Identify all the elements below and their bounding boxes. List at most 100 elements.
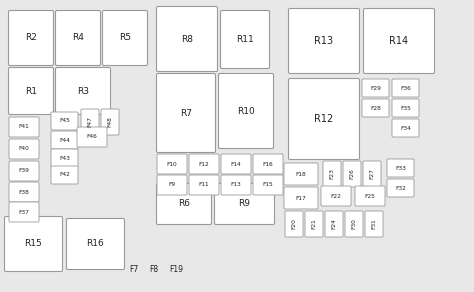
FancyBboxPatch shape <box>364 8 435 74</box>
FancyBboxPatch shape <box>4 216 63 272</box>
Text: R15: R15 <box>25 239 42 248</box>
FancyBboxPatch shape <box>392 79 419 97</box>
FancyBboxPatch shape <box>221 154 251 174</box>
FancyBboxPatch shape <box>284 187 318 209</box>
FancyBboxPatch shape <box>219 74 273 149</box>
Text: R11: R11 <box>236 35 254 44</box>
Text: F7: F7 <box>129 265 138 274</box>
Text: F31: F31 <box>372 219 376 230</box>
FancyBboxPatch shape <box>157 154 187 174</box>
Text: F14: F14 <box>231 161 241 166</box>
Text: R16: R16 <box>87 239 104 248</box>
Text: F9: F9 <box>168 182 175 187</box>
Text: F45: F45 <box>59 119 70 124</box>
FancyBboxPatch shape <box>387 159 414 177</box>
Text: R9: R9 <box>238 199 250 208</box>
Text: F44: F44 <box>59 138 70 142</box>
Text: F8: F8 <box>149 265 159 274</box>
FancyBboxPatch shape <box>323 161 341 187</box>
Text: F42: F42 <box>59 173 70 178</box>
Text: F40: F40 <box>18 147 29 152</box>
Text: F33: F33 <box>395 166 406 171</box>
FancyBboxPatch shape <box>387 179 414 197</box>
FancyBboxPatch shape <box>343 161 361 187</box>
FancyBboxPatch shape <box>284 163 318 185</box>
Text: F26: F26 <box>349 168 355 179</box>
Text: F13: F13 <box>231 182 241 187</box>
Text: F34: F34 <box>400 126 411 131</box>
FancyBboxPatch shape <box>51 166 78 184</box>
FancyBboxPatch shape <box>345 211 363 237</box>
Text: F20: F20 <box>292 219 297 230</box>
Text: R10: R10 <box>237 107 255 116</box>
Text: F43: F43 <box>59 156 70 161</box>
FancyBboxPatch shape <box>101 109 119 135</box>
FancyBboxPatch shape <box>289 79 359 159</box>
FancyBboxPatch shape <box>325 211 343 237</box>
FancyBboxPatch shape <box>55 11 100 65</box>
FancyBboxPatch shape <box>321 186 351 206</box>
Text: F30: F30 <box>352 219 356 230</box>
FancyBboxPatch shape <box>156 74 216 152</box>
FancyBboxPatch shape <box>51 112 78 130</box>
FancyBboxPatch shape <box>102 11 147 65</box>
FancyBboxPatch shape <box>362 99 389 117</box>
FancyBboxPatch shape <box>9 202 39 222</box>
FancyBboxPatch shape <box>285 211 303 237</box>
Text: F36: F36 <box>400 86 411 91</box>
Text: R4: R4 <box>72 34 84 43</box>
Text: F17: F17 <box>296 196 306 201</box>
FancyBboxPatch shape <box>156 6 218 72</box>
FancyBboxPatch shape <box>392 99 419 117</box>
FancyBboxPatch shape <box>55 67 110 114</box>
Text: R3: R3 <box>77 86 89 95</box>
Text: F35: F35 <box>400 105 411 110</box>
FancyBboxPatch shape <box>362 79 389 97</box>
Text: R14: R14 <box>390 36 409 46</box>
FancyBboxPatch shape <box>363 161 381 187</box>
Text: R6: R6 <box>178 199 190 208</box>
FancyBboxPatch shape <box>51 131 78 149</box>
Text: R12: R12 <box>314 114 334 124</box>
Text: F37: F37 <box>18 209 29 215</box>
FancyBboxPatch shape <box>221 175 251 195</box>
FancyBboxPatch shape <box>157 175 187 195</box>
Text: R2: R2 <box>25 34 37 43</box>
Text: R5: R5 <box>119 34 131 43</box>
Text: F29: F29 <box>370 86 381 91</box>
Text: F24: F24 <box>331 219 337 230</box>
Text: F19: F19 <box>169 265 183 274</box>
Text: F25: F25 <box>365 194 375 199</box>
FancyBboxPatch shape <box>9 182 39 202</box>
Text: F10: F10 <box>167 161 177 166</box>
Text: F12: F12 <box>199 161 210 166</box>
FancyBboxPatch shape <box>51 149 78 167</box>
Text: F32: F32 <box>395 185 406 190</box>
Text: F21: F21 <box>311 219 317 230</box>
Text: R13: R13 <box>314 36 334 46</box>
Text: F46: F46 <box>87 135 97 140</box>
Text: R1: R1 <box>25 86 37 95</box>
FancyBboxPatch shape <box>355 186 385 206</box>
FancyBboxPatch shape <box>9 11 54 65</box>
Text: F27: F27 <box>370 168 374 180</box>
Text: F48: F48 <box>108 117 112 127</box>
FancyBboxPatch shape <box>9 67 54 114</box>
Text: F28: F28 <box>370 105 381 110</box>
FancyBboxPatch shape <box>9 161 39 181</box>
FancyBboxPatch shape <box>189 175 219 195</box>
FancyBboxPatch shape <box>81 109 99 135</box>
FancyBboxPatch shape <box>220 11 270 69</box>
FancyBboxPatch shape <box>392 119 419 137</box>
Text: R7: R7 <box>180 109 192 117</box>
Text: F11: F11 <box>199 182 210 187</box>
Text: F15: F15 <box>263 182 273 187</box>
FancyBboxPatch shape <box>365 211 383 237</box>
FancyBboxPatch shape <box>9 117 39 137</box>
FancyBboxPatch shape <box>289 8 359 74</box>
Text: F47: F47 <box>88 117 92 127</box>
FancyBboxPatch shape <box>66 218 125 270</box>
FancyBboxPatch shape <box>215 183 274 225</box>
Text: F16: F16 <box>263 161 273 166</box>
Text: F23: F23 <box>329 168 335 180</box>
